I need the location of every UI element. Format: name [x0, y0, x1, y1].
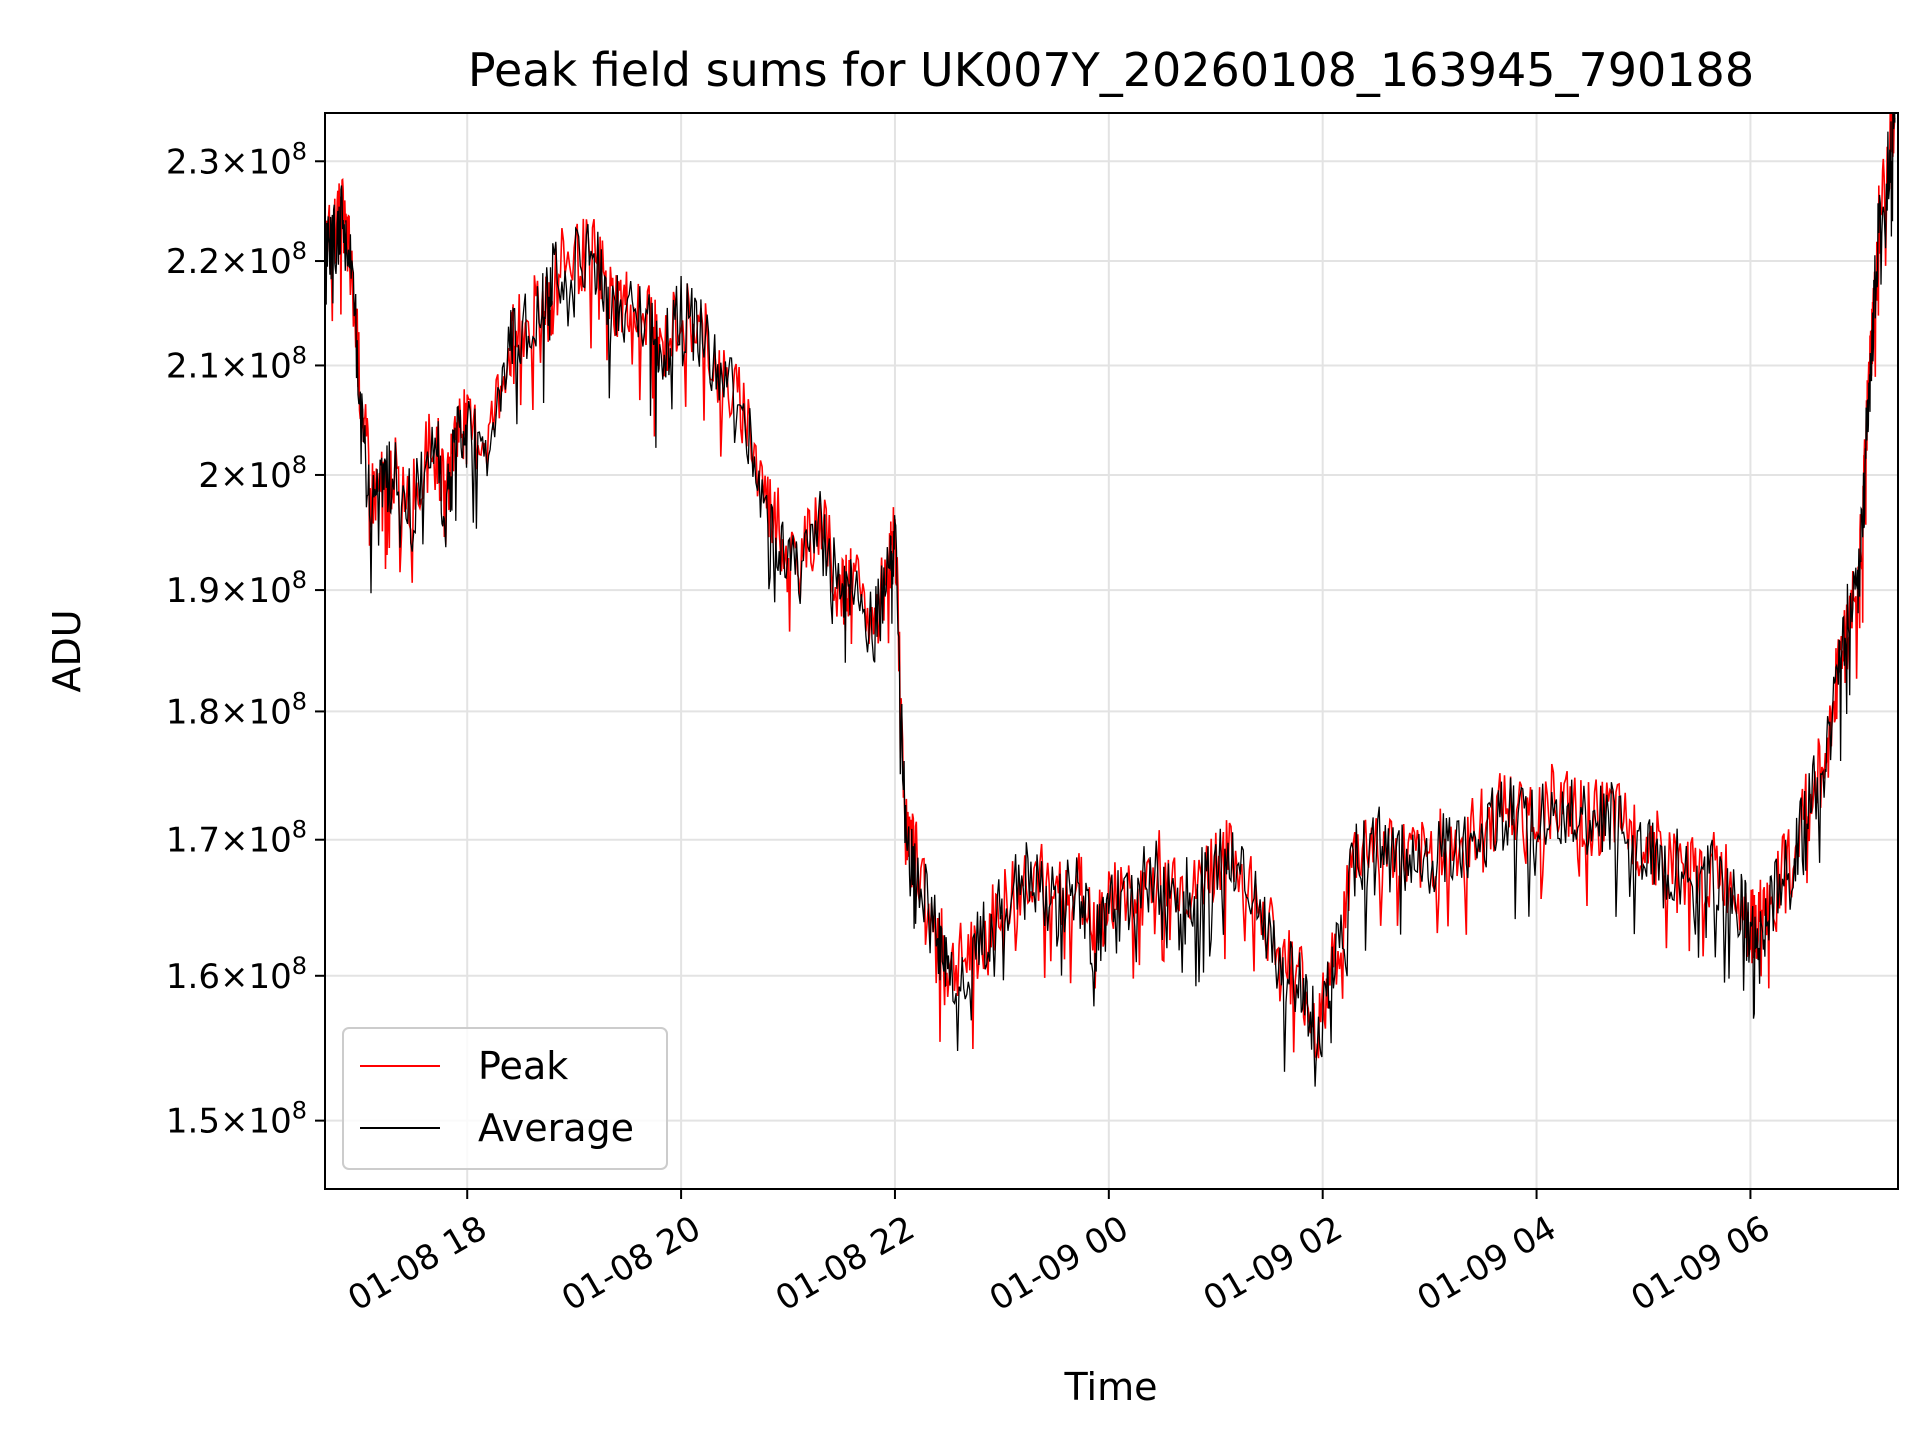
y-tick-times-ten: ×10 — [220, 692, 292, 732]
y-tick-label: 1.9×108 — [166, 566, 307, 611]
legend-peak-label: Peak — [478, 1044, 568, 1088]
legend-box — [342, 1027, 668, 1170]
y-tick-mantissa: 1.5 — [166, 1102, 220, 1142]
y-tick-times-ten: ×10 — [220, 142, 292, 182]
series-lines — [325, 113, 1896, 1087]
chart-title: Peak field sums for UK007Y_20260108_1639… — [468, 43, 1754, 97]
x-axis-label: Time — [1064, 1365, 1158, 1409]
y-tick-exponent: 8 — [292, 137, 307, 165]
y-tick-exponent: 8 — [292, 566, 307, 594]
y-tick-mantissa: 2.2 — [166, 242, 220, 282]
y-tick-label: 2×108 — [198, 451, 307, 496]
series-line-average — [325, 113, 1896, 1087]
y-tick-label: 2.3×108 — [166, 137, 307, 182]
y-tick-exponent: 8 — [292, 341, 307, 369]
y-tick-exponent: 8 — [292, 816, 307, 844]
y-tick-mantissa: 2 — [198, 456, 220, 496]
y-tick-times-ten: ×10 — [220, 346, 292, 386]
y-tick-label: 1.5×108 — [166, 1097, 307, 1142]
y-tick-exponent: 8 — [292, 451, 307, 479]
y-tick-mantissa: 2.3 — [166, 142, 220, 182]
y-tick-mantissa: 2.1 — [166, 346, 220, 386]
y-tick-label: 1.8×108 — [166, 687, 307, 732]
y-tick-mantissa: 1.9 — [166, 571, 220, 611]
y-tick-times-ten: ×10 — [220, 571, 292, 611]
y-tick-exponent: 8 — [292, 1097, 307, 1125]
y-tick-label: 2.2×108 — [166, 237, 307, 282]
y-tick-label: 2.1×108 — [166, 341, 307, 386]
y-tick-times-ten: ×10 — [220, 821, 292, 861]
y-tick-times-ten: ×10 — [220, 1102, 292, 1142]
legend: Peak Average — [342, 1027, 668, 1170]
y-tick-times-ten: ×10 — [220, 242, 292, 282]
legend-average-label: Average — [478, 1106, 634, 1150]
y-tick-label: 1.7×108 — [166, 816, 307, 861]
y-axis-label: ADU — [45, 609, 89, 692]
y-tick-times-ten: ×10 — [220, 456, 292, 496]
plot-frame — [324, 112, 1899, 1190]
y-tick-exponent: 8 — [292, 687, 307, 715]
y-tick-label: 1.6×108 — [166, 952, 307, 997]
y-tick-exponent: 8 — [292, 237, 307, 265]
y-tick-mantissa: 1.7 — [166, 821, 220, 861]
y-tick-mantissa: 1.6 — [166, 957, 220, 997]
y-tick-exponent: 8 — [292, 952, 307, 980]
y-tick-times-ten: ×10 — [220, 957, 292, 997]
y-tick-mantissa: 1.8 — [166, 692, 220, 732]
